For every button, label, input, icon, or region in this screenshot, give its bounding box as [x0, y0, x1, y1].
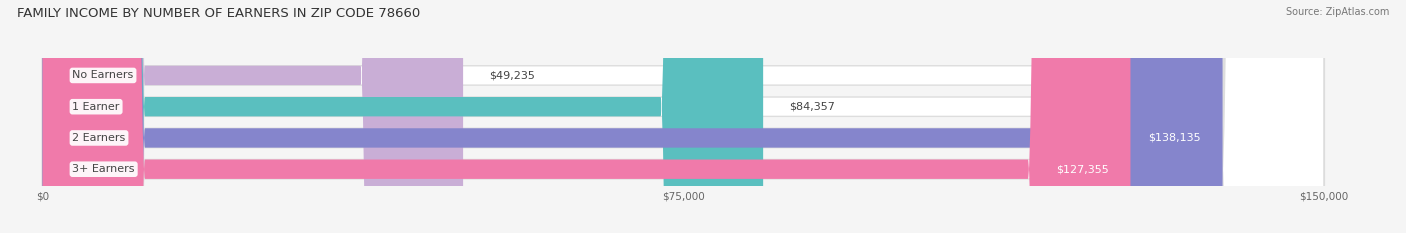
FancyBboxPatch shape	[42, 0, 1324, 233]
Text: 1 Earner: 1 Earner	[72, 102, 120, 112]
Text: 3+ Earners: 3+ Earners	[72, 164, 135, 174]
FancyBboxPatch shape	[42, 0, 1223, 233]
Text: 2 Earners: 2 Earners	[72, 133, 125, 143]
FancyBboxPatch shape	[42, 0, 1130, 233]
FancyBboxPatch shape	[42, 0, 1324, 233]
Text: $127,355: $127,355	[1056, 164, 1109, 174]
FancyBboxPatch shape	[42, 0, 1324, 233]
FancyBboxPatch shape	[42, 0, 463, 233]
Text: No Earners: No Earners	[72, 70, 134, 80]
Text: Source: ZipAtlas.com: Source: ZipAtlas.com	[1285, 7, 1389, 17]
Text: $49,235: $49,235	[489, 70, 534, 80]
FancyBboxPatch shape	[42, 0, 1324, 233]
Text: $84,357: $84,357	[789, 102, 835, 112]
Text: FAMILY INCOME BY NUMBER OF EARNERS IN ZIP CODE 78660: FAMILY INCOME BY NUMBER OF EARNERS IN ZI…	[17, 7, 420, 20]
Text: $138,135: $138,135	[1149, 133, 1201, 143]
FancyBboxPatch shape	[42, 0, 763, 233]
